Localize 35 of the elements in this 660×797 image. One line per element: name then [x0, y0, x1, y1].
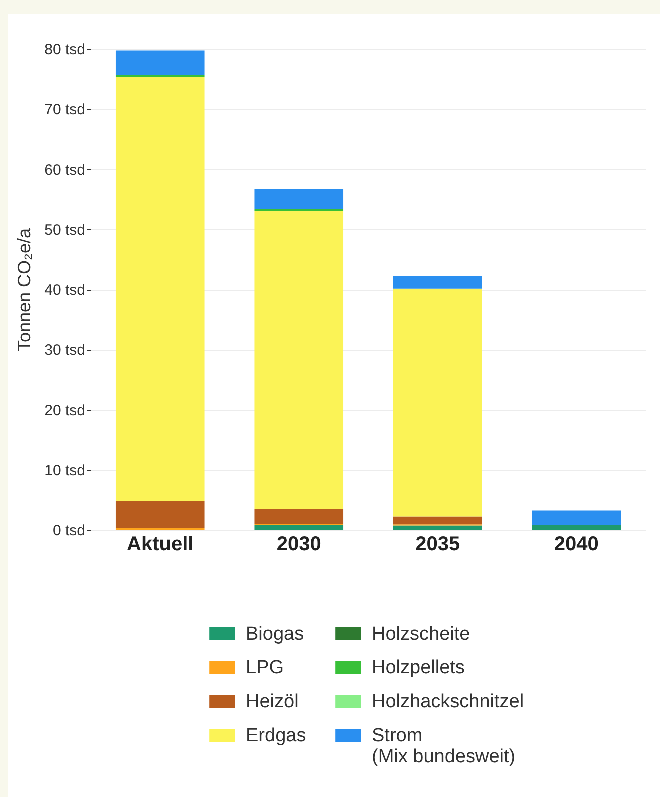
bar — [393, 276, 482, 289]
legend-label: LPG — [246, 658, 284, 678]
legend-label: Strom (Mix bundesweit) — [372, 726, 516, 768]
x-tick-label: 2040 — [554, 534, 599, 556]
y-tick-label: 30 tsd — [44, 342, 86, 360]
bar — [393, 288, 482, 517]
legend-label: Holzhackschnitzel — [372, 692, 524, 712]
y-tick-label: 70 tsd — [44, 102, 86, 119]
y-tick-label: 50 tsd — [44, 222, 86, 239]
bar — [116, 50, 205, 76]
bar — [254, 211, 344, 509]
bar — [393, 516, 482, 525]
legend-label: Biogas — [246, 624, 304, 645]
legend-label: Holzpellets — [372, 658, 465, 678]
bar — [254, 189, 344, 210]
y-tick-label: 60 tsd — [44, 162, 86, 179]
y-tick-label: 10 tsd — [44, 462, 86, 480]
x-tick-label: 2030 — [276, 534, 322, 556]
y-tick-label: 20 tsd — [44, 402, 86, 420]
bar — [116, 501, 205, 528]
bar — [254, 508, 344, 524]
bar — [532, 525, 622, 530]
bar — [532, 510, 622, 526]
x-tick-label: 2035 — [416, 534, 460, 556]
y-tick-label: 80 tsd — [44, 42, 86, 58]
x-tick-label: Aktuell — [127, 534, 194, 556]
bar — [254, 525, 344, 530]
y-axis-title: Tonnen CO₂e/a — [14, 227, 35, 352]
legend-label: Holzscheite — [372, 624, 470, 645]
y-tick-label: 40 tsd — [44, 282, 86, 299]
bar — [393, 526, 482, 530]
legend-label: Heizöl — [246, 692, 299, 712]
bar — [116, 77, 205, 502]
y-tick-label: 0 tsd — [52, 522, 86, 540]
legend-label: Erdgas — [246, 726, 306, 746]
